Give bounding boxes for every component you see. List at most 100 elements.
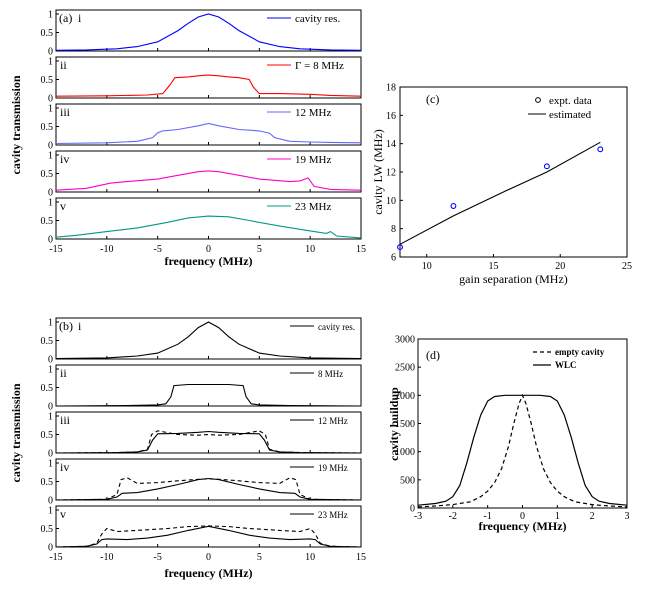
legend-label: cavity res. (295, 13, 340, 25)
subplot-roman-label: i (78, 319, 82, 333)
plot-frame (399, 86, 628, 258)
x-tick-label: 1 (555, 511, 560, 522)
y-tick-label: 1 (48, 57, 53, 68)
x-tick-label: -15 (49, 244, 62, 255)
subplot-roman-label: i (78, 11, 82, 25)
x-tick-label: 15 (488, 261, 498, 272)
legend-label: 19 MHz (295, 154, 331, 166)
y-tick-label: 0.5 (41, 383, 54, 394)
x-tick-label: 10 (422, 261, 432, 272)
y-tick-label: 16 (386, 111, 396, 122)
subplot-roman-label: iv (60, 152, 69, 166)
y-tick-label: 0.5 (41, 122, 54, 133)
x-tick-label: 3 (625, 511, 630, 522)
x-tick-label: 0 (206, 552, 211, 563)
y-tick-label: 0.5 (41, 524, 54, 535)
legend-marker (535, 97, 541, 103)
y-tick-label: 14 (386, 139, 396, 150)
legend-label: Γ = 8 MHz (295, 60, 344, 72)
data-point (450, 203, 457, 209)
x-tick-label: -10 (100, 552, 113, 563)
x-tick-label: 10 (305, 552, 315, 563)
legend-label: WLC (555, 360, 577, 370)
subplot-roman-label: iii (60, 413, 71, 427)
subplot-a-iii: 0 0.5 1 12 MHz iii (41, 103, 362, 152)
y-tick-label: 0 (48, 496, 53, 507)
legend-label: 12 MHz (295, 107, 331, 119)
legend-label: cavity res. (318, 322, 355, 332)
y-tick-label: 18 (386, 83, 396, 94)
subplot-roman-label: ii (60, 58, 67, 72)
panel-d: -3 -2 -1 0 1 2 3 0 500 1000 1500 2000 2500 3000 empty … (387, 335, 630, 534)
y-tick-label: 1 (48, 318, 53, 329)
estimated-line (399, 141, 601, 245)
y-tick-label: 0 (48, 355, 53, 366)
x-tick-label: -2 (449, 511, 457, 522)
y-tick-label: 1 (48, 10, 53, 21)
y-tick-label: 1 (48, 104, 53, 115)
y-tick-label: 500 (400, 475, 415, 486)
subplot-frame (55, 317, 362, 360)
y-tick-label: 1 (48, 365, 53, 376)
x-tick-label: -10 (100, 244, 113, 255)
y-tick-label: 6 (391, 253, 396, 264)
series-line-empty-cavity (417, 393, 628, 508)
x-axis-label: frequency (MHz) (164, 566, 252, 580)
x-tick-label: -15 (49, 552, 62, 563)
legend-label: 19 MHz (318, 463, 348, 473)
panel-b: 0 0.5 1 cavity res. i (b) 0 0.5 1 8 MHz ii 0 0.5 1 12 … (9, 317, 366, 580)
y-axis-label: cavity buildup (387, 387, 401, 461)
y-tick-label: 0 (48, 543, 53, 554)
legend-label: 12 MHz (318, 416, 348, 426)
x-tick-label: -3 (414, 511, 422, 522)
subplot-a-i: 0 0.5 1 cavity res. i (a) (41, 9, 362, 58)
y-tick-label: 1 (48, 198, 53, 209)
subplot-a-ii: 0 0.5 1 Γ = 8 MHz ii (41, 56, 362, 105)
x-tick-label: 5 (257, 552, 262, 563)
y-tick-label: 10 (386, 196, 396, 207)
y-tick-label: 2000 (395, 391, 415, 402)
x-tick-label: 0 (520, 511, 525, 522)
plot-frame (417, 338, 628, 509)
series-line-b-iv-dashed (55, 477, 362, 501)
subplot-roman-label: v (60, 507, 66, 521)
panel-label: (c) (426, 92, 439, 106)
subplot-roman-label: iii (60, 105, 71, 119)
x-tick-label: -1 (483, 511, 491, 522)
y-tick-label: 0.5 (41, 477, 54, 488)
x-tick-label: -5 (153, 244, 161, 255)
legend-label: expt. data (549, 95, 592, 107)
x-tick-label: -5 (153, 552, 161, 563)
x-tick-label: 2 (590, 511, 595, 522)
y-tick-label: 0.5 (41, 216, 54, 227)
y-tick-label: 1500 (395, 419, 415, 430)
y-tick-label: 0 (410, 504, 415, 515)
x-tick-label: 10 (305, 244, 315, 255)
series-line-b-ii (55, 383, 362, 407)
x-tick-label: 5 (257, 244, 262, 255)
y-tick-label: 0 (48, 235, 53, 246)
y-tick-label: 1000 (395, 447, 415, 458)
subplot-a-v: 0 0.5 1 23 MHz v (41, 197, 362, 246)
subplot-frame (55, 364, 362, 407)
y-axis-label: cavity LW (MHz) (371, 129, 385, 215)
series-line-a-ii (55, 74, 362, 97)
x-axis-label: frequency (MHz) (164, 254, 252, 268)
y-tick-label: 1 (48, 459, 53, 470)
y-tick-label: 0.5 (41, 336, 54, 347)
legend-label: 23 MHz (295, 201, 331, 213)
legend-label: 8 MHz (318, 369, 343, 379)
series-line-b-v (55, 525, 362, 548)
y-tick-label: 0 (48, 94, 53, 105)
y-tick-label: 1 (48, 151, 53, 162)
panel-label: (d) (426, 348, 440, 362)
subplot-roman-label: iv (60, 460, 69, 474)
legend-label: estimated (549, 109, 592, 121)
series-line-b-iii (55, 430, 362, 454)
panel-label: (b) (59, 319, 73, 333)
subplot-frame (55, 411, 362, 454)
y-tick-label: 0.5 (41, 28, 54, 39)
y-tick-label: 0 (48, 188, 53, 199)
data-point (543, 163, 550, 170)
y-tick-label: 2500 (395, 363, 415, 374)
